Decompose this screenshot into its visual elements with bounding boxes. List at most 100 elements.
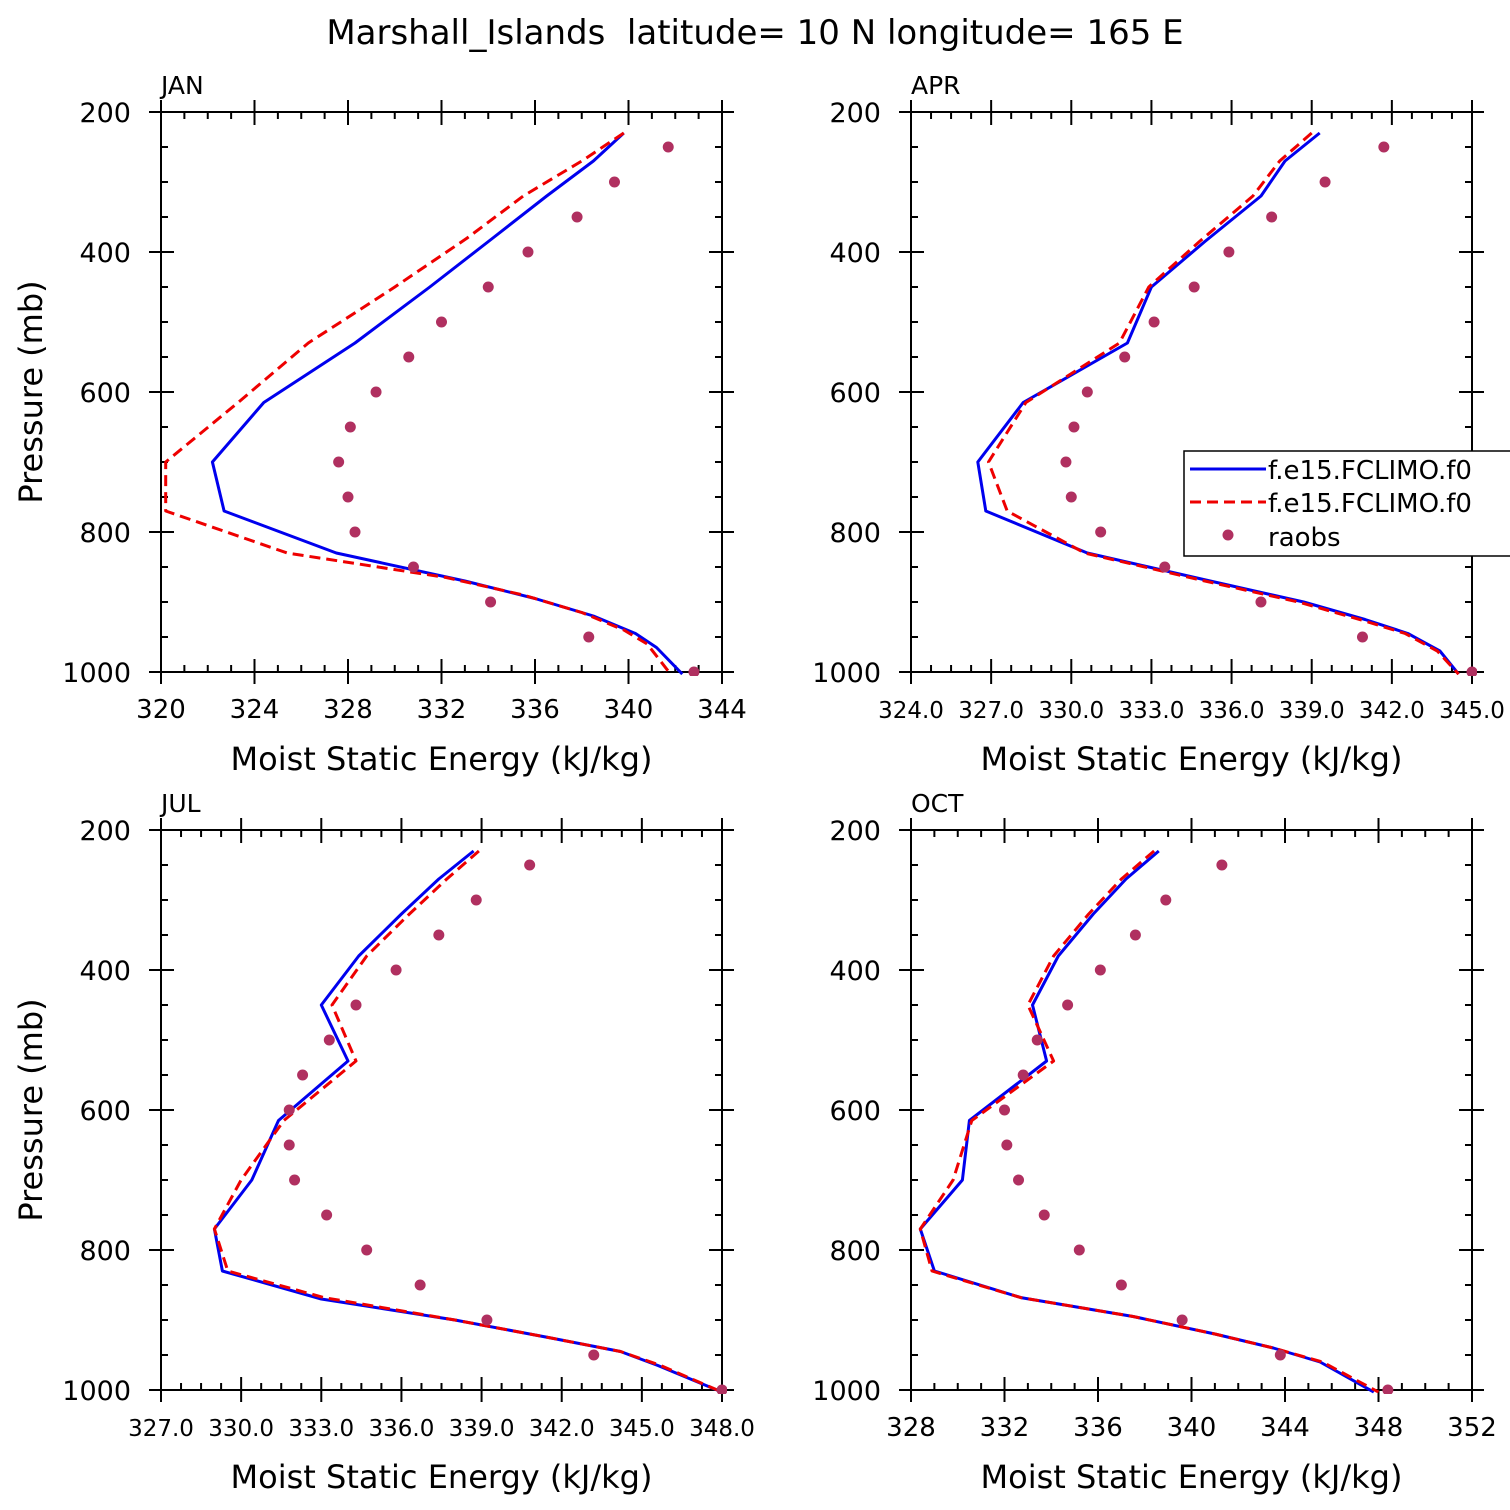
raobs-point (361, 1244, 373, 1256)
x-axis-label: Moist Static Energy (kJ/kg) (981, 740, 1403, 778)
raobs-point (1466, 666, 1477, 676)
x-tick-label: 327.0 (958, 698, 1024, 724)
raobs-point (350, 999, 362, 1011)
y-tick-label: 400 (79, 956, 131, 987)
raobs-point (283, 1104, 295, 1116)
raobs-point (1382, 1384, 1394, 1394)
y-tick-label: 600 (79, 378, 131, 409)
y-tick-label: 800 (829, 518, 881, 549)
y-tick-label: 600 (79, 1096, 131, 1127)
y-tick-label: 800 (79, 518, 131, 549)
model1-line (918, 849, 1375, 1394)
x-tick-label: 330.0 (208, 1416, 274, 1442)
raobs-point (1001, 1139, 1013, 1151)
x-tick-label: 345.0 (1439, 698, 1505, 724)
raobs-point (1148, 316, 1160, 328)
raobs-point (1119, 351, 1131, 363)
series-group (212, 849, 727, 1394)
legend-model2-label: f.e15.FCLIMO.f0 (1268, 489, 1472, 519)
raobs-point (433, 929, 445, 941)
raobs-point (1188, 281, 1200, 293)
raobs-point (349, 526, 361, 538)
raobs-point (1062, 999, 1074, 1011)
series-group (164, 131, 700, 676)
legend: f.e15.FCLIMO.f0f.e15.FCLIMO.f0 raobs (1183, 450, 1510, 557)
panel-title: JUL (159, 789, 201, 818)
x-tick-label: 348 (1354, 1413, 1404, 1443)
raobs-point (1176, 1314, 1188, 1326)
y-axis-label: Pressure (mb) (12, 280, 50, 503)
raobs-point (1274, 1349, 1286, 1361)
x-tick-label: 336 (510, 695, 560, 725)
raobs-point (1094, 964, 1106, 976)
raobs-point (716, 1384, 727, 1394)
series-group (976, 131, 1477, 676)
raobs-point (481, 1314, 493, 1326)
y-tick-label: 200 (829, 98, 881, 129)
x-axis-label: Moist Static Energy (kJ/kg) (231, 740, 653, 778)
raobs-point (1017, 1069, 1029, 1081)
y-tick-label: 200 (79, 816, 131, 847)
x-tick-label: 339.0 (449, 1416, 515, 1442)
x-tick-label: 348.0 (689, 1416, 755, 1442)
raobs-point (1081, 386, 1093, 398)
y-tick-label: 400 (829, 238, 881, 269)
raobs-point (1068, 421, 1080, 433)
y-tick-label: 200 (79, 98, 131, 129)
x-tick-label: 336.0 (368, 1416, 434, 1442)
y-tick-label: 1000 (62, 1376, 131, 1407)
raobs-point (1129, 929, 1141, 941)
raobs-point (524, 859, 536, 871)
raobs-point (999, 1104, 1010, 1116)
x-tick-label: 345.0 (609, 1416, 675, 1442)
panel-title: APR (911, 71, 961, 100)
x-axis-label: Moist Static Energy (kJ/kg) (981, 1458, 1403, 1496)
x-tick-label: 328 (886, 1413, 936, 1443)
raobs-point (1216, 859, 1228, 871)
raobs-point (436, 316, 447, 328)
model2-line (164, 131, 672, 676)
panel-title: JAN (159, 71, 204, 100)
x-tick-label: 336 (1073, 1413, 1123, 1443)
x-tick-label: 332 (417, 695, 467, 725)
legend-raobs-swatch (1222, 529, 1234, 541)
x-tick-label: 352 (1447, 1413, 1497, 1443)
y-tick-label: 800 (79, 1236, 131, 1267)
raobs-point (390, 964, 402, 976)
raobs-point (588, 1349, 600, 1361)
model2-line (212, 849, 723, 1394)
figure-title: Marshall_Islands latitude= 10 N longitud… (326, 13, 1183, 53)
x-tick-label: 330.0 (1038, 698, 1104, 724)
raobs-point (297, 1069, 309, 1081)
y-tick-label: 1000 (812, 1376, 881, 1407)
y-tick-label: 800 (829, 1236, 881, 1267)
y-tick-label: 600 (829, 378, 881, 409)
x-axis-label: Moist Static Energy (kJ/kg) (231, 1458, 653, 1496)
chart-jul: 200 400 600 800 1000 327.0 330.0 333.0 336.0 339.… (12, 789, 755, 1496)
raobs-point (370, 386, 382, 398)
raobs-point (333, 456, 345, 468)
x-tick-label: 320 (136, 695, 186, 725)
raobs-point (342, 491, 354, 503)
y-tick-label: 200 (829, 816, 881, 847)
x-tick-label: 324 (230, 695, 280, 725)
y-tick-label: 600 (829, 1096, 881, 1127)
raobs-point (1266, 211, 1278, 223)
raobs-point (522, 246, 534, 258)
raobs-point (283, 1139, 295, 1151)
raobs-point (482, 281, 494, 293)
y-tick-label: 400 (79, 238, 131, 269)
raobs-point (321, 1209, 333, 1221)
raobs-point (1223, 246, 1235, 258)
raobs-point (583, 631, 595, 643)
raobs-point (1013, 1174, 1025, 1186)
raobs-point (662, 141, 674, 153)
x-tick-label: 324.0 (878, 698, 944, 724)
panel-title: OCT (911, 789, 964, 818)
y-tick-label: 1000 (812, 658, 881, 689)
series-group (918, 849, 1394, 1394)
raobs-point (1115, 1279, 1127, 1291)
legend-model1-label: f.e15.FCLIMO.f0 (1268, 456, 1472, 486)
raobs-point (1255, 596, 1267, 608)
